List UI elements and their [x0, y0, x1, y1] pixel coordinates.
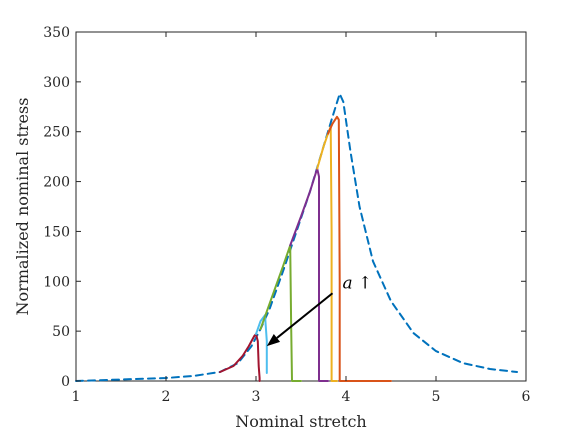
series-line-2 — [219, 333, 261, 382]
x-tick-label: 6 — [522, 389, 531, 405]
x-tick-label: 1 — [72, 389, 81, 405]
y-tick-labels: 0 50 100 150 200 250 300 350 — [43, 25, 70, 390]
y-tick-label: 150 — [43, 224, 70, 240]
annotation: a ↑ — [266, 273, 373, 347]
x-tick-label: 2 — [162, 389, 171, 405]
x-tick-label: 4 — [342, 389, 351, 405]
annotation-arrow — [276, 292, 334, 339]
series-line-1 — [75, 92, 518, 382]
series-line-6 — [316, 125, 338, 382]
y-tick-label: 50 — [52, 324, 70, 340]
y-tick-label: 300 — [43, 75, 70, 91]
tick-layer — [75, 31, 527, 382]
annotation-label: a ↑ — [343, 273, 373, 293]
y-tick-label: 350 — [43, 25, 70, 41]
plot-area — [75, 31, 527, 382]
x-axis-label: Nominal stretch — [235, 412, 366, 431]
y-tick-label: 200 — [43, 175, 70, 191]
y-tick-label: 250 — [43, 125, 70, 141]
y-axis-label: Normalized nominal stress — [13, 98, 32, 316]
series-line-7 — [327, 115, 392, 382]
series-line-5 — [289, 167, 329, 382]
y-tick-label: 0 — [61, 374, 70, 390]
series-layer — [75, 92, 518, 382]
x-tick-label: 5 — [432, 389, 441, 405]
annotation-arrowhead — [266, 334, 281, 347]
x-tick-labels: 1 2 3 4 5 6 — [72, 389, 531, 405]
x-tick-label: 3 — [252, 389, 261, 405]
y-tick-label: 100 — [43, 274, 70, 290]
